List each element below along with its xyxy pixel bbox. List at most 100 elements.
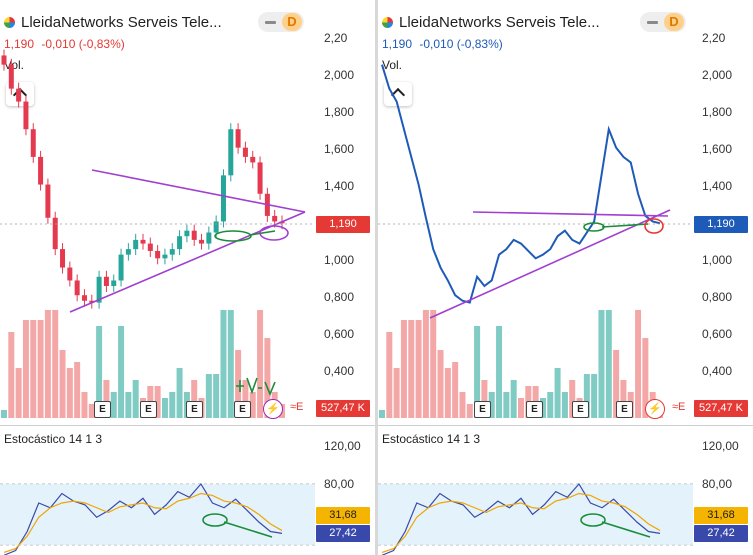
approx-event-icon[interactable]: ≈E — [290, 401, 304, 413]
annotation-ellipse-red — [644, 218, 664, 234]
candle-body — [23, 101, 29, 130]
earnings-badge[interactable]: E — [616, 401, 633, 418]
minus-icon[interactable] — [265, 21, 276, 24]
annotation-plus-v — [236, 377, 258, 395]
volume-bar — [220, 310, 227, 418]
candle-body — [177, 236, 183, 250]
candle-body — [38, 156, 44, 185]
symbol-header[interactable]: LleidaNetworks Serveis Tele... — [382, 10, 600, 34]
price-change-value: -0,010 (-0,83%) — [419, 37, 503, 51]
volume-bar — [613, 350, 620, 418]
price-change: 1,190 -0,010 (-0,83%) — [382, 37, 503, 51]
earnings-badge[interactable]: E — [186, 401, 203, 418]
candle-body — [8, 64, 14, 89]
candles-group — [1, 49, 285, 309]
daily-badge[interactable]: D — [282, 13, 302, 31]
stoch-annotation-ellipse — [580, 513, 606, 527]
earnings-badge[interactable]: E — [94, 401, 111, 418]
y-axis-tick: 0,400 — [324, 364, 355, 378]
annotation-divergence-line — [249, 230, 276, 236]
stoch-axis-tick: 80,00 — [702, 477, 733, 491]
volume-bar — [393, 368, 400, 418]
triangle-upper-line — [91, 169, 306, 213]
volume-bar — [642, 338, 649, 418]
stoch-annotation-ellipse — [202, 513, 228, 527]
volume-bar — [44, 310, 51, 418]
volume-bar — [503, 392, 510, 418]
candle-body — [96, 276, 102, 303]
y-axis-tick: 1,000 — [324, 253, 355, 267]
pane-separator[interactable] — [0, 425, 375, 426]
volume-bar — [635, 310, 642, 418]
volume-bar — [547, 392, 554, 418]
candle-body — [257, 162, 263, 194]
volume-bar — [132, 380, 139, 418]
volume-bar — [88, 404, 95, 418]
approx-event-icon[interactable]: ≈E — [672, 401, 686, 413]
volume-bar — [59, 350, 66, 418]
price-tag: 1,190 — [694, 216, 748, 233]
volume-bar — [430, 310, 437, 418]
volume-bar — [437, 350, 444, 418]
stoch-d-line — [3, 492, 283, 553]
candle-body — [111, 280, 117, 286]
volume-bar — [561, 392, 568, 418]
stoch-d-tag: 31,68 — [316, 507, 370, 524]
candle-body — [191, 230, 197, 240]
volume-bar — [444, 368, 451, 418]
y-axis-tick: 0,600 — [702, 327, 733, 341]
lightning-icon[interactable]: ⚡ — [645, 399, 665, 419]
candle-body — [206, 232, 212, 244]
y-axis-tick: 2,20 — [702, 31, 726, 45]
candle-body — [272, 215, 278, 222]
y-axis-tick: 1,400 — [324, 179, 355, 193]
earnings-badge[interactable]: E — [572, 401, 589, 418]
earnings-badge[interactable]: E — [474, 401, 491, 418]
volume-bar — [37, 320, 44, 418]
symbol-header[interactable]: LleidaNetworks Serveis Tele... — [4, 10, 222, 34]
stoch-d-line — [381, 492, 661, 553]
daily-badge[interactable]: D — [664, 13, 684, 31]
symbol-title: LleidaNetworks Serveis Tele... — [21, 13, 222, 31]
candle-body — [162, 254, 168, 259]
volume-bar — [400, 320, 407, 418]
volume-bar — [15, 368, 22, 418]
annotation-ellipse-green — [214, 230, 252, 242]
stoch-divergence-line — [601, 521, 651, 538]
y-axis-tick: 2,000 — [702, 68, 733, 82]
candle-body — [242, 147, 248, 157]
candle-body — [228, 129, 234, 176]
earnings-badge[interactable]: E — [234, 401, 251, 418]
price-change-value: -0,010 (-0,83%) — [41, 37, 125, 51]
y-axis-tick: 1,600 — [702, 142, 733, 156]
y-axis-tick: 1,800 — [324, 105, 355, 119]
volume-bar — [205, 374, 212, 418]
volume-bar — [8, 332, 15, 418]
annotation-ellipse-purple — [259, 225, 289, 241]
candle-body — [1, 55, 7, 65]
lightning-icon[interactable]: ⚡ — [263, 399, 283, 419]
chart-panel-left[interactable]: LleidaNetworks Serveis Tele... D 1,190 -… — [0, 0, 375, 555]
pane-separator[interactable] — [378, 425, 753, 426]
company-logo-icon — [4, 16, 15, 28]
volume-bar — [96, 326, 103, 418]
last-price: 1,190 — [382, 37, 413, 51]
left-chart-canvas — [0, 49, 315, 555]
candle-body — [16, 88, 22, 102]
interval-pill[interactable]: D — [640, 12, 686, 32]
y-axis-tick: 1,400 — [702, 179, 733, 193]
earnings-badge[interactable]: E — [140, 401, 157, 418]
y-axis-tick: 1,000 — [702, 253, 733, 267]
last-price: 1,190 — [4, 37, 35, 51]
minus-icon[interactable] — [647, 21, 658, 24]
interval-pill[interactable]: D — [258, 12, 304, 32]
earnings-badge[interactable]: E — [526, 401, 543, 418]
chart-panel-right[interactable]: LleidaNetworks Serveis Tele... D 1,190 -… — [378, 0, 753, 555]
candle-body — [250, 156, 256, 163]
volume-bar — [249, 392, 256, 418]
volume-bar — [176, 368, 183, 418]
volume-bar — [510, 380, 517, 418]
volume-bar — [591, 374, 598, 418]
candle-body — [184, 230, 190, 237]
candle-body — [213, 221, 219, 233]
